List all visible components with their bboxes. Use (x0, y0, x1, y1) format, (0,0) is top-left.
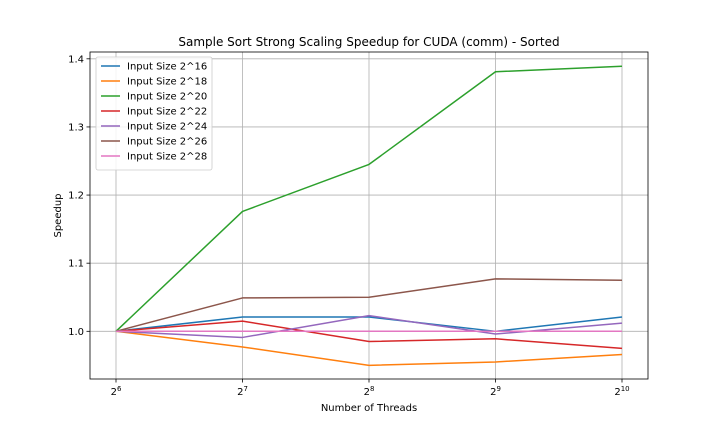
legend-box (95, 56, 213, 171)
chart-title: Sample Sort Strong Scaling Speedup for C… (178, 35, 559, 49)
series-line-1 (115, 316, 623, 333)
x-tick-label: 26 (111, 385, 122, 398)
legend: Input Size 2^16 Input Size 2^18 Input Size… (95, 56, 213, 171)
series-line-3 (115, 65, 623, 332)
x-tick-label-exponent: 9 (496, 385, 500, 393)
x-tick-label-base: 2 (237, 387, 243, 398)
legend-entry: Input Size 2^18 (127, 77, 207, 88)
y-axis-label: Speedup (53, 193, 64, 237)
y-tick-label: 1.3 (68, 122, 84, 133)
x-tick-label-base: 2 (490, 387, 496, 398)
y-tick-label: 1.1 (68, 259, 84, 270)
series-line-6 (115, 278, 623, 333)
series-line-4 (115, 320, 623, 350)
x-tick-label-exponent: 10 (621, 385, 630, 393)
series-lines (115, 65, 623, 367)
x-tick-label-exponent: 8 (370, 385, 374, 393)
legend-entry: Input Size 2^28 (127, 152, 207, 163)
x-tick-label-exponent: 7 (243, 385, 247, 393)
series-line-2 (115, 330, 623, 367)
x-axis-label: Number of Threads (321, 403, 417, 414)
series-line-5 (115, 314, 623, 339)
legend-entry: Input Size 2^16 (127, 62, 207, 73)
x-tick-label: 28 (364, 385, 375, 398)
legend-entry: Input Size 2^24 (127, 122, 207, 133)
x-tick-label: 27 (237, 385, 248, 398)
y-tick-label: 1.2 (68, 191, 84, 202)
legend-entry: Input Size 2^26 (127, 137, 207, 148)
x-tick-label-base: 2 (614, 387, 620, 398)
x-tick-label: 29 (490, 385, 501, 398)
x-tick-label-base: 2 (111, 387, 117, 398)
legend-entry: Input Size 2^20 (127, 92, 207, 103)
y-tick-label: 1.0 (68, 327, 84, 338)
x-tick-label-base: 2 (364, 387, 370, 398)
x-tick-label: 210 (614, 385, 629, 398)
y-tick-label: 1.4 (68, 54, 84, 65)
legend-entry: Input Size 2^22 (127, 107, 207, 118)
x-tick-label-exponent: 6 (117, 385, 122, 393)
